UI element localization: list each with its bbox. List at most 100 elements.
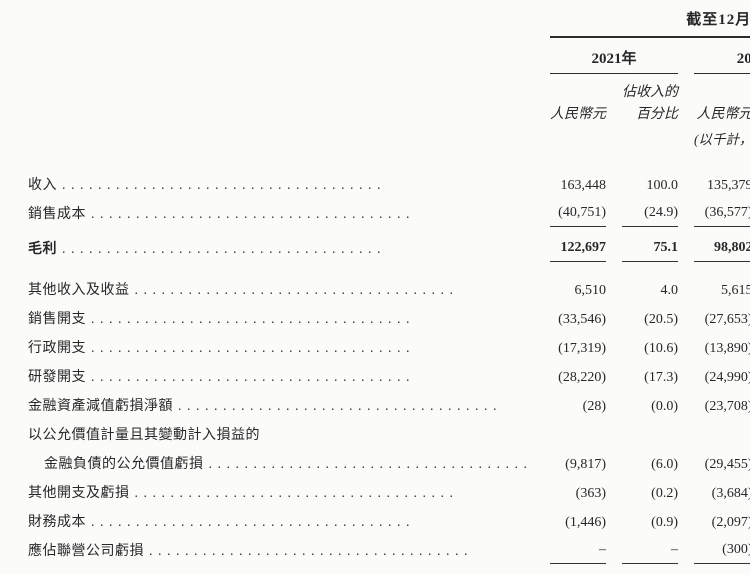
table-row: 以公允價值計量且其變動計入損益的 — [28, 419, 750, 448]
value-rmb-cell: 122,697 — [550, 227, 606, 263]
table-row: 銷售成本(40,751)(24.9)(36,577)(27.0)(41,292)… — [28, 198, 750, 228]
row-label: 其他收入及收益 — [28, 262, 534, 303]
dot-leader — [209, 457, 529, 473]
note-row: (以千計，百分比除外) — [28, 125, 750, 148]
table-body: 收入163,448100.0135,379100.0174,536100.0銷售… — [28, 148, 750, 575]
row-label-text: 財務成本 — [28, 515, 86, 531]
row-label-text: 銷售開支 — [28, 312, 86, 328]
subheader-currency-2021: 人民幣元 — [550, 106, 606, 122]
value-pct-cell: – — [622, 535, 678, 565]
value-pct-cell: 100.0 — [646, 178, 679, 194]
value-pct-cell: 75.1 — [622, 227, 678, 263]
value-rmb-cell: (29,455) — [704, 457, 750, 473]
row-label: 金融負債的公允價值虧損 — [28, 448, 534, 477]
value-rmb-cell: 98,802 — [694, 227, 750, 263]
note-spacer — [550, 125, 678, 148]
table-row: 金融資產減值虧損淨額(28)(0.0)(23,708)(17.5)1,5100.… — [28, 390, 750, 419]
dot-leader — [62, 178, 528, 194]
dot-leader — [62, 242, 528, 258]
value-rmb-cell: (40,751) — [550, 198, 606, 228]
row-label-text: 銷售成本 — [28, 207, 86, 223]
row-label: 應佔聯營公司虧損 — [28, 535, 534, 564]
row-label: 研發開支 — [28, 361, 534, 390]
value-pct-cell: (0.0) — [651, 399, 678, 415]
row-label-text: 應佔聯營公司虧損 — [28, 544, 144, 560]
table-row: 除稅前利潤／(虧損)38,46823.5(21,360)(15.8)(16,97… — [28, 564, 750, 575]
row-label: 其他開支及虧損 — [28, 477, 534, 506]
year-header-2021: 2021年 — [550, 38, 678, 74]
period-row: 截至12月31日止年度 — [28, 8, 750, 38]
dot-leader — [91, 341, 528, 357]
value-rmb-cell: (1,446) — [565, 515, 606, 531]
value-rmb-cell: (24,990) — [704, 370, 750, 386]
value-rmb-cell: 6,510 — [574, 283, 607, 299]
value-pct-cell — [622, 419, 678, 448]
period-header: 截至12月31日止年度 — [550, 8, 750, 38]
value-rmb-cell: (13,890) — [704, 341, 750, 357]
value-rmb-cell: (363) — [575, 486, 606, 502]
row-label-text: 研發開支 — [28, 370, 86, 386]
dot-leader — [135, 486, 529, 502]
pct-label-line2: 百分比 — [636, 106, 678, 122]
table-header: 截至12月31日止年度 2021年 2022年 2023年 人民幣元 佔收入的 … — [28, 8, 750, 148]
value-pct-cell: 23.5 — [622, 564, 678, 575]
value-rmb-cell: (2,097) — [711, 515, 750, 531]
value-pct-cell: (6.0) — [651, 457, 678, 473]
dot-leader — [91, 515, 528, 531]
value-rmb-cell: (36,577) — [694, 198, 750, 228]
thousands-note: (以千計，百分比除外) — [694, 132, 750, 148]
row-label: 毛利 — [28, 227, 534, 262]
value-pct-cell: (10.6) — [644, 341, 678, 357]
value-pct-cell: (0.9) — [651, 515, 678, 531]
table-row: 研發開支(28,220)(17.3)(24,990)(18.5)(33,851)… — [28, 361, 750, 390]
value-rmb-cell: (27,653) — [704, 312, 750, 328]
dot-leader — [91, 312, 528, 328]
value-rmb-cell: 135,379 — [707, 178, 750, 194]
income-statement-table: 截至12月31日止年度 2021年 2022年 2023年 人民幣元 佔收入的 … — [12, 8, 750, 575]
value-pct-cell: (24.9) — [622, 198, 678, 228]
value-pct-cell: (0.2) — [651, 486, 678, 502]
value-rmb-cell — [694, 419, 750, 448]
row-label: 行政開支 — [28, 332, 534, 361]
header-spacer — [28, 38, 534, 74]
row-label-text: 毛利 — [28, 242, 57, 258]
subheader-row: 人民幣元 佔收入的 百分比 人民幣元 佔收入的 百分比 人民幣元 佔收入的 百分… — [28, 74, 750, 125]
dot-leader — [135, 283, 529, 299]
row-label-text: 以公允價值計量且其變動計入損益的 — [28, 428, 260, 444]
table-row: 其他開支及虧損(363)(0.2)(3,684)(2.7)(258)(0.1) — [28, 477, 750, 506]
table-row: 財務成本(1,446)(0.9)(2,097)(1.5)(1,895)(1.1) — [28, 506, 750, 535]
value-pct-cell: 4.0 — [660, 283, 679, 299]
row-label-text: 收入 — [28, 178, 57, 194]
row-label-text: 行政開支 — [28, 341, 86, 357]
row-label-text: 金融負債的公允價值虧損 — [44, 457, 204, 473]
value-rmb-cell: (300) — [694, 535, 750, 565]
value-rmb-cell: (9,817) — [565, 457, 606, 473]
years-row: 2021年 2022年 2023年 — [28, 38, 750, 74]
value-rmb-cell: (28,220) — [558, 370, 606, 386]
row-label: 銷售成本 — [28, 198, 534, 227]
header-spacer — [28, 74, 534, 125]
value-rmb-cell: (21,360) — [694, 564, 750, 575]
row-label: 金融資產減值虧損淨額 — [28, 390, 534, 419]
value-rmb-cell: 163,448 — [560, 178, 607, 194]
subheader-pct-2021: 佔收入的 百分比 — [622, 74, 678, 125]
table-row: 銷售開支(33,546)(20.5)(27,653)(20.4)(33,446)… — [28, 303, 750, 332]
row-label: 以公允價值計量且其變動計入損益的 — [28, 419, 534, 448]
row-label: 銷售開支 — [28, 303, 534, 332]
year-header-2022: 2022年 — [694, 38, 750, 74]
dot-leader — [91, 207, 528, 223]
table-row: 行政開支(17,319)(10.6)(13,890)(10.3)(33,661)… — [28, 332, 750, 361]
value-rmb-cell: (3,684) — [711, 486, 750, 502]
pct-label-line1: 佔收入的 — [622, 85, 678, 100]
header-spacer — [28, 125, 534, 148]
value-pct-cell: (17.3) — [644, 370, 678, 386]
dot-leader — [178, 399, 528, 415]
row-label-text: 金融資產減值虧損淨額 — [28, 399, 173, 415]
value-rmb-cell: (28) — [582, 399, 606, 415]
row-label-text: 其他開支及虧損 — [28, 486, 130, 502]
row-label: 財務成本 — [28, 506, 534, 535]
